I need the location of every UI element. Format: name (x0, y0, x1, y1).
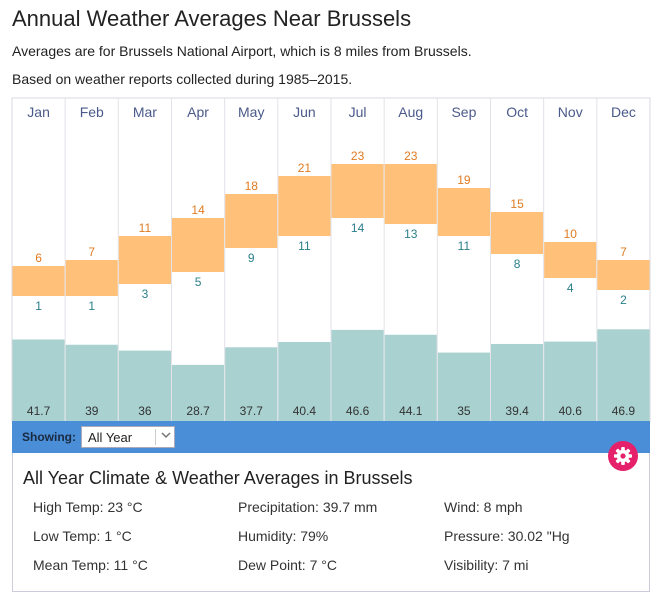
precip-value-label: 37.7 (240, 404, 264, 418)
temp-range-bar (278, 176, 331, 236)
high-temp-label: 14 (191, 203, 205, 217)
stat-wind: Wind: 8 mph (444, 499, 523, 515)
low-temp-label: 4 (567, 281, 574, 295)
month-label: Dec (611, 104, 636, 120)
precip-value-label: 44.1 (399, 404, 423, 418)
temp-range-bar (491, 212, 544, 254)
temp-range-bar (65, 260, 118, 296)
high-temp-label: 18 (245, 179, 259, 193)
temp-range-bar (118, 236, 171, 284)
page-title: Annual Weather Averages Near Brussels (12, 6, 412, 31)
precip-bar (225, 347, 278, 421)
temp-range-bar (437, 188, 490, 236)
high-temp-label: 23 (351, 149, 365, 163)
month-label: Sep (451, 104, 476, 120)
high-temp-label: 19 (457, 173, 471, 187)
stat-dew-point: Dew Point: 7 °C (238, 557, 337, 573)
precip-value-label: 39 (85, 404, 99, 418)
month-label: Aug (398, 104, 423, 120)
high-temp-label: 7 (88, 245, 95, 259)
precip-bar (384, 334, 437, 421)
precip-bar (12, 339, 65, 421)
climate-chart: Jan 41.7 6 1 Feb 39 7 1 Mar 36 11 3 Apr 28.7 14 5 May 37.… (11, 97, 651, 422)
source-note: Averages are for Brussels National Airpo… (12, 43, 472, 59)
precip-bar (65, 344, 118, 421)
summary-title: All Year Climate & Weather Averages in B… (23, 468, 413, 488)
month-label: Oct (506, 104, 528, 120)
stat-precipitation: Precipitation: 39.7 mm (238, 499, 378, 515)
high-temp-label: 15 (510, 197, 524, 211)
low-temp-label: 11 (298, 239, 311, 253)
period-select[interactable]: All Year (81, 426, 175, 448)
precip-bar (278, 342, 331, 421)
temp-range-bar (172, 218, 225, 272)
low-temp-label: 14 (351, 221, 365, 235)
high-temp-label: 23 (404, 149, 418, 163)
settings-button[interactable] (608, 441, 638, 471)
month-label: Feb (80, 104, 104, 120)
temp-range-bar (225, 194, 278, 248)
low-temp-label: 1 (35, 299, 42, 313)
month-label: Nov (558, 104, 583, 120)
high-temp-label: 21 (298, 161, 312, 175)
low-temp-label: 5 (195, 275, 202, 289)
precip-value-label: 35 (457, 404, 471, 418)
low-temp-label: 2 (620, 293, 627, 307)
precip-bar (437, 352, 490, 421)
precip-bar (118, 350, 171, 421)
low-temp-label: 11 (458, 239, 471, 253)
month-label: May (238, 104, 264, 120)
precip-value-label: 46.6 (346, 404, 370, 418)
high-temp-label: 10 (564, 227, 578, 241)
showing-bar: Showing: All Year (12, 421, 650, 453)
period-note: Based on weather reports collected durin… (12, 71, 353, 87)
precip-bar (491, 343, 544, 421)
precip-bar (597, 329, 650, 421)
month-label: Mar (133, 104, 157, 120)
temp-range-bar (331, 164, 384, 218)
precip-value-label: 40.4 (293, 404, 317, 418)
precip-value-label: 41.7 (27, 404, 51, 418)
month-label: Jan (27, 104, 50, 120)
summary-panel: All Year Climate & Weather Averages in B… (12, 453, 650, 592)
low-temp-label: 8 (514, 257, 521, 271)
temp-range-bar (544, 242, 597, 278)
low-temp-label: 13 (404, 227, 418, 241)
precip-bar (544, 341, 597, 421)
precip-value-label: 46.9 (612, 404, 636, 418)
low-temp-label: 9 (248, 251, 255, 265)
temp-range-bar (12, 266, 65, 296)
month-label: Jul (349, 104, 367, 120)
select-divider (155, 429, 156, 445)
precip-bar (331, 329, 384, 421)
precip-value-label: 36 (138, 404, 152, 418)
high-temp-label: 11 (139, 221, 152, 235)
high-temp-label: 7 (620, 245, 627, 259)
gear-icon (614, 447, 632, 465)
chevron-down-icon[interactable] (161, 430, 171, 440)
showing-label: Showing: (22, 430, 76, 444)
precip-value-label: 39.4 (505, 404, 529, 418)
stat-low-temp: Low Temp: 1 °C (33, 528, 132, 544)
stat-visibility: Visibility: 7 mi (444, 557, 529, 573)
temp-range-bar (384, 164, 437, 224)
stat-pressure: Pressure: 30.02 "Hg (444, 528, 570, 544)
temp-range-bar (597, 260, 650, 290)
stat-high-temp: High Temp: 23 °C (33, 499, 143, 515)
low-temp-label: 1 (88, 299, 95, 313)
precip-value-label: 28.7 (186, 404, 210, 418)
stat-humidity: Humidity: 79% (238, 528, 329, 544)
low-temp-label: 3 (142, 287, 149, 301)
month-label: Jun (293, 104, 316, 120)
high-temp-label: 6 (35, 251, 42, 265)
month-label: Apr (187, 104, 209, 120)
precip-bar (172, 364, 225, 421)
stat-mean-temp: Mean Temp: 11 °C (33, 557, 148, 573)
period-select-value: All Year (88, 430, 133, 445)
precip-value-label: 40.6 (559, 404, 583, 418)
